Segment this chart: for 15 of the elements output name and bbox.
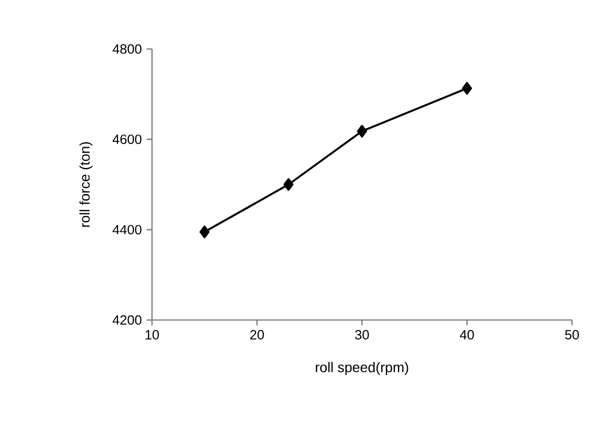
x-tick-label: 50 bbox=[565, 330, 579, 340]
x-tick-label: 10 bbox=[146, 330, 159, 340]
y-tick-label: 4800 bbox=[112, 44, 142, 54]
y-axis-title: roll force (ton) bbox=[79, 142, 92, 227]
point bbox=[200, 226, 210, 238]
x-axis-title: roll speed(rpm) bbox=[316, 362, 408, 376]
x-tick-label: 40 bbox=[460, 330, 474, 340]
x-tick-label: 30 bbox=[355, 330, 369, 340]
y-tick-label: 4400 bbox=[112, 224, 142, 234]
y-tick-label: 4200 bbox=[112, 315, 142, 325]
point bbox=[357, 124, 367, 138]
point bbox=[284, 178, 294, 191]
x-tick-label: 20 bbox=[250, 330, 264, 340]
y-tick-label: 4600 bbox=[112, 134, 142, 144]
point bbox=[462, 82, 472, 95]
